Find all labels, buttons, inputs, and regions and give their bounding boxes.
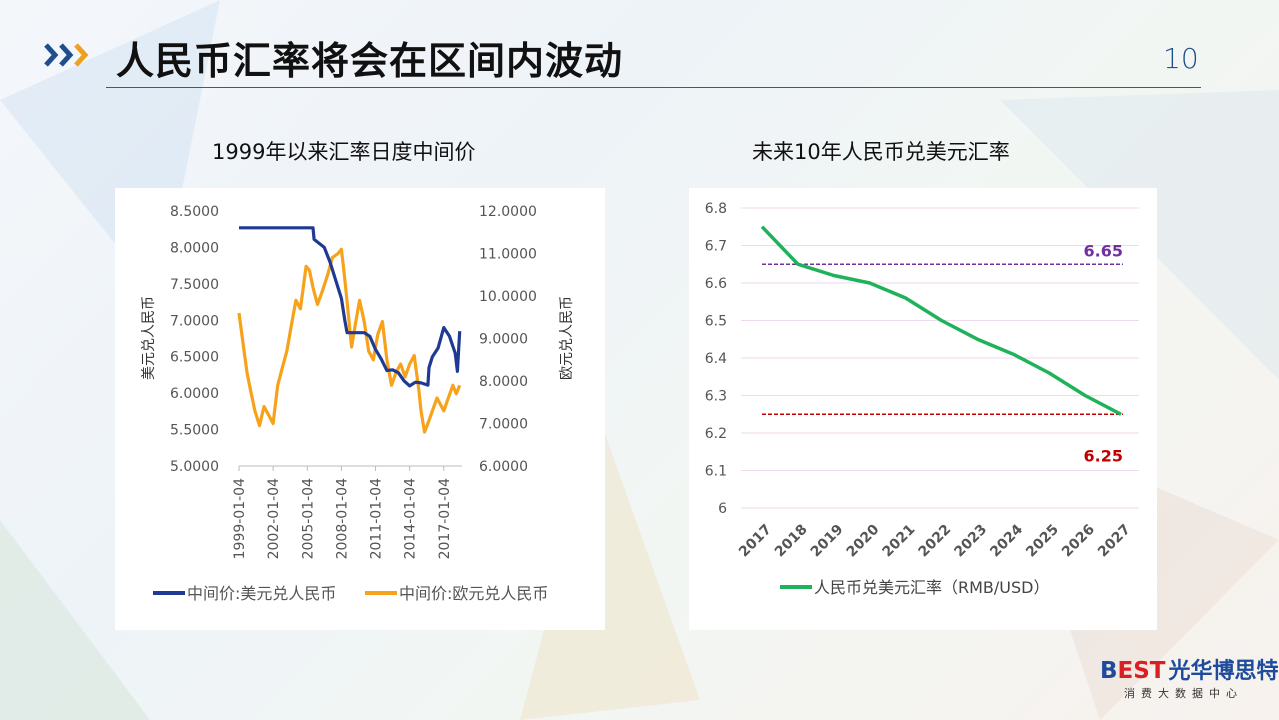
- logo-name: 光华博思特: [1168, 659, 1279, 684]
- y-tick-label: 6.5000: [170, 350, 219, 366]
- x-tick-label: 2005-01-04: [300, 478, 316, 559]
- forecast-series-line: [760, 225, 1122, 416]
- brand-logo: BEST 光华博思特: [1100, 653, 1279, 685]
- chevrons-icon: [44, 43, 89, 67]
- x-tick-label: 2026: [1059, 522, 1098, 561]
- x-tick-label: 2025: [1023, 522, 1062, 561]
- x-tick-label: 2017: [736, 522, 775, 561]
- y-tick-label: 8.0000: [170, 240, 219, 256]
- legend-label: 中间价:欧元兑人民币: [399, 584, 548, 603]
- y-right-tick-label: 9.0000: [479, 332, 528, 348]
- y-tick-label: 5.5000: [170, 423, 219, 439]
- y-right-tick-label: 10.0000: [479, 289, 537, 305]
- y-tick-label: 6.1: [705, 464, 727, 480]
- x-tick-label: 2017-01-04: [437, 478, 453, 559]
- x-tick-label: 2021: [880, 522, 919, 561]
- eur-cny-series-line: [237, 247, 462, 434]
- y-axis-label: 美元兑人民币: [141, 296, 157, 380]
- y-tick-label: 6.4: [705, 351, 727, 367]
- y-right-axis-label: 欧元兑人民币: [559, 296, 575, 380]
- x-tick-label: 2002-01-04: [266, 478, 282, 559]
- usd-cny-series-line: [239, 226, 462, 388]
- left-chart-panel: 5.0000 5.5000 6.0000 6.5000 7.0000 7.5000 8.00…: [115, 188, 605, 630]
- exchange-rate-forecast-chart: 66.16.26.36.46.56.66.76.86.656.252017201…: [705, 201, 1139, 597]
- y-tick-label: 7.0000: [170, 313, 219, 329]
- y-tick-label: 6: [718, 501, 727, 517]
- y-tick-label: 6.3: [705, 389, 727, 405]
- right-chart-heading: 未来10年人民币兑美元汇率: [752, 140, 1010, 164]
- x-tick-label: 2022: [915, 522, 954, 561]
- legend-label: 中间价:美元兑人民币: [187, 584, 336, 603]
- x-tick-label: 1999-01-04: [232, 478, 248, 559]
- x-tick-label: 2020: [844, 521, 883, 560]
- y-tick-label: 7.5000: [170, 277, 219, 293]
- left-chart-heading: 1999年以来汇率日度中间价: [212, 140, 476, 164]
- y-tick-label: 6.6: [705, 276, 727, 292]
- title-divider: [106, 87, 1201, 88]
- y-tick-label: 6.2: [705, 426, 727, 442]
- y-tick-label: 6.5: [705, 314, 727, 330]
- x-tick-label: 2027: [1095, 522, 1134, 561]
- x-tick-label: 2011-01-04: [369, 478, 385, 559]
- x-tick-label: 2024: [987, 521, 1026, 560]
- x-tick-label: 2008-01-04: [334, 478, 350, 559]
- reference-label: 6.65: [1084, 241, 1123, 260]
- logo-subtitle: 消费大数据中心: [1124, 687, 1243, 700]
- x-tick-label: 2023: [951, 522, 990, 561]
- x-tick-label: 2018: [772, 522, 811, 561]
- page-title: 人民币汇率将会在区间内波动: [116, 39, 624, 83]
- y-right-tick-label: 11.0000: [479, 247, 537, 263]
- y-tick-label: 6.7: [705, 239, 727, 255]
- y-right-tick-label: 12.0000: [479, 204, 537, 220]
- page-number: 10: [1163, 42, 1199, 75]
- logo-best-mark: BEST: [1100, 658, 1166, 684]
- reference-label: 6.25: [1084, 446, 1123, 465]
- exchange-rate-history-chart: 5.0000 5.5000 6.0000 6.5000 7.0000 7.5000 8.00…: [141, 204, 575, 603]
- legend-label: 人民币兑美元汇率（RMB/USD）: [814, 578, 1049, 597]
- y-right-tick-label: 8.0000: [479, 374, 528, 390]
- x-tick-label: 2019: [808, 522, 847, 561]
- y-right-tick-label: 7.0000: [479, 417, 528, 433]
- y-tick-label: 8.5000: [170, 204, 219, 220]
- x-tick-label: 2014-01-04: [403, 478, 419, 559]
- y-tick-label: 5.0000: [170, 459, 219, 475]
- y-right-tick-label: 6.0000: [479, 459, 528, 475]
- right-chart-panel: 6 6.1 6.2 6.3 6.4 6.5 6.6 6.7 6.8 6.65 6.25 2017 201…: [689, 188, 1157, 630]
- y-tick-label: 6.0000: [170, 386, 219, 402]
- y-tick-label: 6.8: [705, 201, 727, 217]
